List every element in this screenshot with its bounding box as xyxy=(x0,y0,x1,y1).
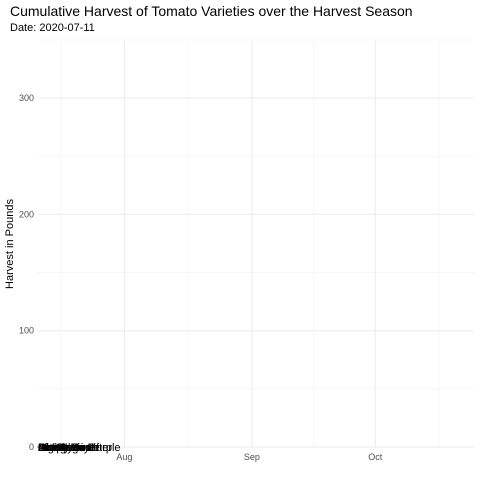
series-label: Jet Star xyxy=(38,442,76,454)
x-tick-label: Oct xyxy=(368,452,383,462)
minor-gridlines xyxy=(38,39,474,447)
series-label: Amish Paste xyxy=(38,442,100,454)
y-tick-label: 0 xyxy=(29,442,34,452)
x-tick-label: Aug xyxy=(116,452,132,462)
series-label: Cherokee Purple xyxy=(38,442,121,454)
chart-subtitle: Date: 2020-07-11 xyxy=(10,22,95,34)
series-label: Big Beef xyxy=(38,442,81,454)
series-label: Grape xyxy=(38,442,69,454)
y-tick-label: 300 xyxy=(19,93,34,103)
x-tick-label: Sep xyxy=(244,452,260,462)
series-label: Brandywine xyxy=(38,442,95,454)
x-tick-labels: Aug Sep Oct xyxy=(116,452,382,462)
series-lines xyxy=(37,446,39,448)
y-tick-label: 100 xyxy=(19,326,34,336)
y-tick-labels: 0 100 200 300 xyxy=(19,93,34,452)
chart-title: Cumulative Harvest of Tomato Varieties o… xyxy=(10,3,413,19)
y-tick-label: 200 xyxy=(19,209,34,219)
series-label: Bonny Best xyxy=(38,442,94,454)
major-gridlines xyxy=(38,40,474,448)
series-label: Mortgage Lifter xyxy=(38,442,112,454)
series-point xyxy=(37,446,39,448)
series-label: Old German xyxy=(38,442,98,454)
series-label: Better Boy xyxy=(38,442,90,454)
y-axis-label: Harvest in Pounds xyxy=(4,199,16,289)
